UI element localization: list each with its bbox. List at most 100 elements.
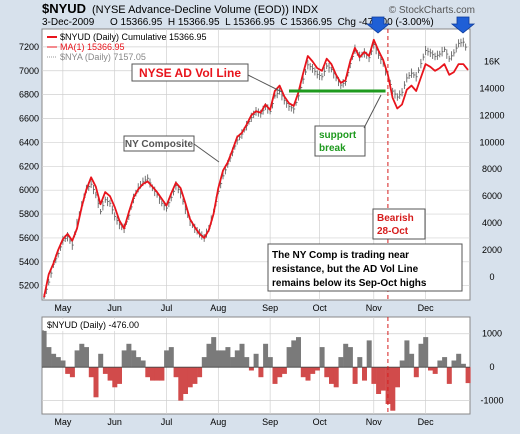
lower-histogram-bar [88,367,94,378]
left-tick-label: 6400 [19,137,39,147]
lower-histogram-bar [319,347,325,368]
left-tick-label: 6600 [19,114,39,124]
lower-histogram-bar [451,360,457,368]
main-grid [42,29,470,300]
lower-histogram-bar [65,367,71,374]
right-tick-label: 4000 [482,218,502,228]
left-tick-label: 6800 [19,90,39,100]
lower-histogram-bar [145,367,151,378]
lower-histogram-bar [456,353,462,368]
lower-histogram-bar [357,357,363,368]
x-tick-label: Dec [418,303,435,313]
right-tick-label: 2000 [482,245,502,255]
lower-histogram-bar [338,357,344,368]
note-line1: The NY Comp is trading near [272,250,409,261]
left-tick-label: 7200 [19,42,39,52]
lower-x-tick-label: Dec [418,417,435,427]
lower-histogram-bar [178,367,184,401]
lower-histogram-bar [216,350,221,368]
legend-ma-label: MA(1) 15366.95 [60,42,125,52]
main-right-axis: 0 2000 4000 6000 8000 10000 12000 14000 16K [479,56,504,282]
lower-histogram-bar [272,367,278,384]
lower-histogram-bar [220,350,226,368]
lower-right-axis: -1000 0 1000 [480,329,503,406]
lower-histogram-bar [371,367,377,384]
lower-panel-label: $NYUD (Daily) -476.00 [47,320,139,330]
lower-histogram-bar [69,367,75,378]
lower-histogram-bar [277,367,283,378]
chart-ohlc: O 15366.95 H 15366.95 L 15366.95 C 15366… [110,17,434,28]
lower-histogram-bar [60,360,66,368]
x-tick-label: Jul [161,303,173,313]
right-tick-label: 10000 [479,137,504,147]
lower-histogram-bar [432,367,438,374]
note-line2: resistance, but the AD Vol Line [272,264,419,275]
left-tick-label: 5800 [19,209,39,219]
x-tick-label: Jun [107,303,122,313]
lower-histogram-bar [126,343,132,368]
lower-histogram-bar [112,367,118,388]
main-x-axis: May Jun Jul Aug Sep Oct Nov Dec [54,303,434,313]
lower-histogram-bar [239,343,245,368]
x-tick-label: Aug [210,303,226,313]
copyright: © StockCharts.com [389,5,475,16]
left-tick-label: 6000 [19,185,39,195]
legend: $NYUD (Daily) Cumulative 15366.95 MA(1) … [47,32,207,62]
lower-histogram-bar [46,347,52,368]
x-tick-label: Oct [313,303,328,313]
lower-histogram-bar [121,350,127,368]
lower-histogram-bar [324,367,330,378]
lower-tick-label: 1000 [482,329,502,339]
note-line3: remains below its Sep-Oct highs [272,278,427,289]
arrow-down-icon [365,16,391,34]
lower-histogram-bar [201,357,207,368]
ad-line-series [43,38,469,298]
lower-histogram-bar [305,367,311,381]
ny-composite-callout-text: NY Composite [125,139,194,150]
ny-composite-callout: NY Composite [123,135,220,163]
lower-histogram-bar [362,367,367,381]
lower-histogram-bar [399,360,405,368]
lower-histogram-bar [409,353,415,368]
right-tick-label: 16K [484,56,500,66]
lower-histogram-bar [380,367,386,391]
lower-tick-label: 0 [489,362,494,372]
lower-x-tick-label: Nov [366,417,383,427]
lower-histogram-bar [79,343,85,368]
lower-x-tick-label: Jun [107,417,122,427]
left-tick-label: 7000 [19,66,39,76]
lower-histogram-bar [117,367,122,384]
lower-x-tick-label: Aug [210,417,226,427]
bearish-callout: Bearish 28-Oct [372,208,426,240]
lower-x-tick-label: Oct [313,417,328,427]
lower-histogram-bar [446,367,452,384]
lower-histogram-bar [168,347,174,368]
right-tick-label: 0 [489,272,494,282]
lower-histogram-bar [291,340,297,368]
lower-histogram-bar [390,367,396,411]
legend-nya-label: $NYA (Daily) 7157.05 [60,52,146,62]
lower-histogram-bar [206,343,212,368]
lower-histogram-bar [173,367,179,378]
lower-histogram-bar [244,357,250,368]
lower-histogram-bar [150,367,155,381]
lower-histogram-bar [248,367,254,371]
lower-histogram-bar [230,357,236,368]
arrow-markers [365,16,476,34]
lower-histogram-bar [192,367,198,384]
lower-histogram-bar [465,367,471,384]
lower-histogram-bar [333,367,339,388]
x-tick-label: May [54,303,72,313]
lower-x-tick-label: May [54,417,72,427]
lower-histogram-bar [376,367,382,394]
right-tick-label: 12000 [479,110,504,120]
lower-histogram-bar [225,347,231,368]
chart-symbol: $NYUD [42,1,86,16]
right-tick-label: 8000 [482,164,502,174]
lower-histogram-bar [300,367,306,378]
lower-histogram-bar [98,353,104,368]
lower-histogram-bar [140,360,146,368]
lower-histogram-bar [352,367,358,384]
lower-histogram-bar [413,367,419,378]
